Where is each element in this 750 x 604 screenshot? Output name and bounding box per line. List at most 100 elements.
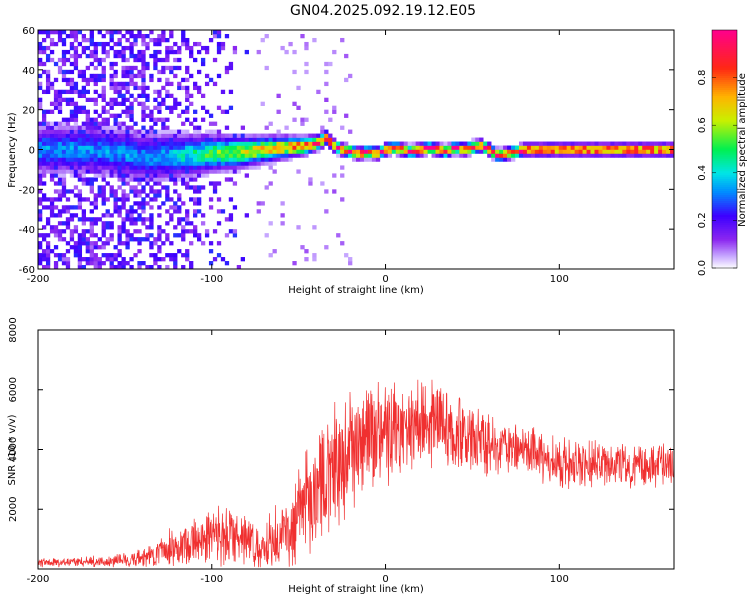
heatmap-cell [89, 261, 94, 266]
heatmap-cell [268, 121, 273, 126]
heatmap-cell [169, 49, 174, 55]
heatmap-cell [256, 145, 261, 150]
heatmap-cell [49, 37, 55, 43]
heatmap-cell [240, 161, 245, 166]
heatmap-cell [165, 45, 170, 51]
heatmap-cell [65, 149, 71, 154]
heatmap-cell [41, 49, 47, 55]
heatmap-cell [77, 173, 83, 178]
heatmap-cell [109, 105, 114, 110]
heatmap-cell [157, 145, 162, 150]
heatmap-cell [57, 189, 63, 194]
heatmap-cell [208, 133, 214, 138]
heatmap-cell [41, 133, 47, 138]
heatmap-cell [61, 229, 67, 234]
heatmap-cell [65, 33, 71, 39]
heatmap-cell [101, 189, 106, 194]
heatmap-cell [157, 161, 162, 166]
heatmap-cell [193, 233, 198, 238]
heatmap-cell [200, 93, 206, 99]
heatmap-cell [45, 81, 51, 87]
heatmap-cell [61, 149, 67, 154]
heatmap-cell [49, 125, 55, 130]
heatmap-cell [41, 233, 47, 238]
heatmap-cell [38, 73, 43, 79]
heatmap-cell [638, 153, 643, 158]
heatmap-cell [53, 93, 59, 99]
heatmap-cell [77, 241, 83, 246]
heatmap-cell [304, 145, 309, 150]
heatmap-cell [204, 137, 210, 142]
heatmap-cell [165, 53, 170, 59]
heatmap-cell [141, 85, 146, 91]
heatmap-cell [77, 193, 83, 198]
heatmap-cell [391, 145, 397, 150]
heatmap-cell [157, 265, 162, 270]
heatmap-cell [45, 33, 51, 39]
heatmap-cell [109, 101, 114, 106]
heatmap-cell [65, 49, 71, 55]
y-tick-label: 0 [29, 146, 35, 157]
heatmap-cell [530, 141, 536, 146]
heatmap-cell [105, 141, 110, 146]
heatmap-cell [264, 149, 269, 154]
heatmap-cell [109, 213, 114, 218]
heatmap-cell [61, 137, 67, 142]
heatmap-cell [113, 161, 118, 166]
heatmap-cell [141, 153, 146, 158]
heatmap-cell [626, 145, 631, 150]
heatmap-cell [518, 149, 524, 154]
heatmap-cell [165, 161, 170, 166]
heatmap-cell [352, 157, 357, 162]
heatmap-cell [546, 149, 552, 154]
heatmap-cell [53, 133, 59, 138]
heatmap-cell [284, 49, 289, 55]
colorbar-segment [712, 232, 737, 235]
heatmap-cell [49, 49, 55, 55]
heatmap-cell [208, 161, 214, 166]
heatmap-cell [38, 245, 43, 250]
heatmap-cell [69, 101, 75, 106]
heatmap-cell [526, 141, 532, 146]
heatmap-cell [534, 141, 540, 146]
heatmap-cell [73, 165, 79, 170]
heatmap-cell [181, 41, 186, 47]
heatmap-cell [73, 105, 79, 110]
heatmap-cell [200, 221, 206, 226]
heatmap-cell [276, 157, 281, 162]
heatmap-cell [93, 53, 98, 59]
heatmap-cell [141, 113, 146, 118]
heatmap-cell [113, 201, 118, 206]
heatmap-cell [173, 253, 178, 258]
heatmap-cell [141, 169, 146, 174]
heatmap-cell [38, 101, 43, 106]
heatmap-cell [165, 253, 170, 258]
heatmap-cell [264, 185, 269, 190]
colorbar-segment [712, 121, 737, 124]
heatmap-cell [65, 101, 71, 106]
heatmap-cell [324, 81, 329, 87]
heatmap-cell [105, 149, 110, 154]
heatmap-cell [185, 161, 190, 166]
heatmap-cell [73, 145, 79, 150]
heatmap-cell [69, 189, 75, 194]
heatmap-cell [137, 149, 142, 154]
heatmap-cell [169, 141, 174, 146]
colorbar-segment [712, 45, 737, 49]
heatmap-cell [348, 153, 353, 158]
heatmap-cell [105, 157, 110, 162]
heatmap-cell [93, 89, 98, 95]
heatmap-cell [77, 137, 83, 142]
heatmap-cell [204, 157, 210, 162]
heatmap-cell [391, 141, 397, 146]
colorbar-label: Normalized spectral amplitude [737, 73, 748, 227]
heatmap-cell [149, 117, 154, 122]
heatmap-cell [256, 157, 261, 162]
heatmap-cell [252, 157, 257, 162]
heatmap-cell [129, 81, 134, 87]
heatmap-cell [264, 137, 269, 142]
colorbar-segment [712, 162, 737, 166]
heatmap-cell [85, 237, 90, 242]
heatmap-cell [61, 181, 67, 186]
heatmap-cell [165, 93, 170, 99]
